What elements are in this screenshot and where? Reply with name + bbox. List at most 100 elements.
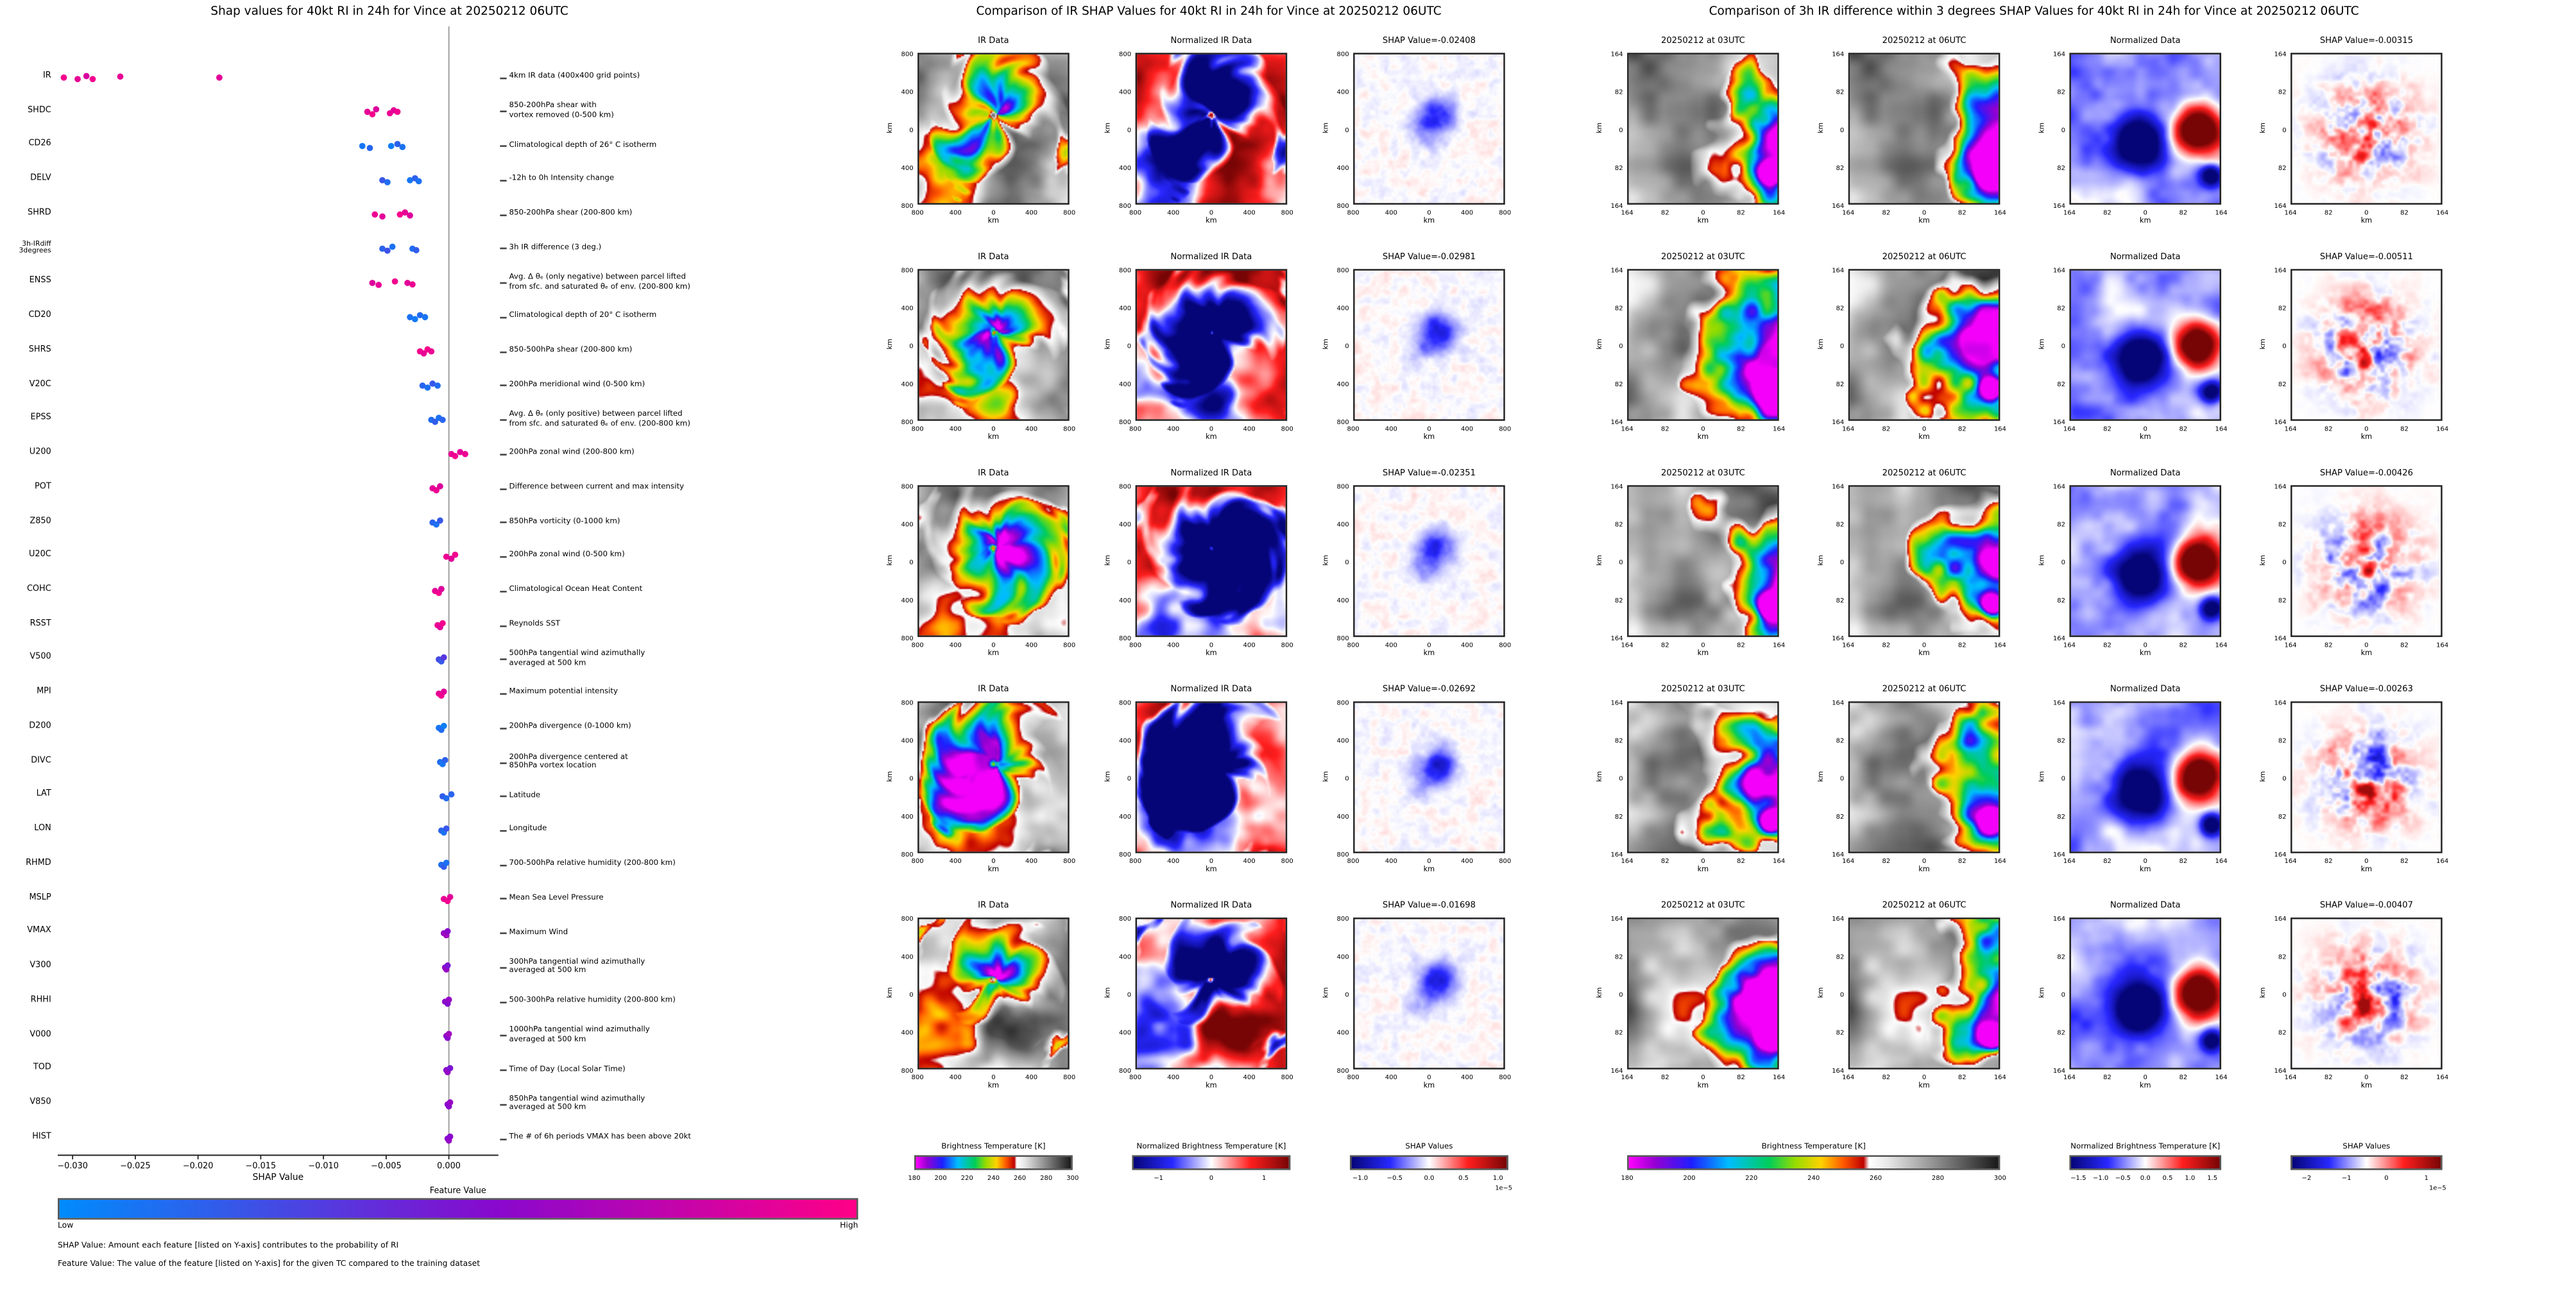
map-x-tick: 164 <box>1773 207 1786 216</box>
map-x-tick: 0 <box>2364 423 2369 432</box>
map-y-tick: 400 <box>901 952 914 960</box>
map-x-tick: 164 <box>1621 639 1633 648</box>
map-y-tick: 164 <box>2052 481 2065 490</box>
map-title: Normalized Data <box>2110 468 2181 479</box>
map-ir3b <box>1848 53 2000 205</box>
map-x-tick: 0 <box>1701 207 1705 216</box>
map-y-tick: 82 <box>2057 1027 2065 1036</box>
map-y-tick: 400 <box>1119 163 1132 171</box>
map-y-tick: 82 <box>1614 595 1623 604</box>
map-y-tick: 82 <box>2278 1027 2287 1036</box>
colorbar-brightness-temperature <box>914 1155 1073 1170</box>
map-x-tick: 164 <box>1842 207 1855 216</box>
map-ir3a <box>1627 701 1779 853</box>
map-y-tick: 400 <box>901 519 914 528</box>
shap-dot <box>402 209 409 216</box>
colorbar-tick-label: 180 <box>1621 1172 1633 1181</box>
feature-label: VMAX <box>27 926 51 937</box>
map-y-tick: 0 <box>909 989 914 998</box>
shap-dot <box>384 179 391 185</box>
map-irnorm <box>1135 485 1288 637</box>
map-x-tick: 82 <box>2103 639 2111 648</box>
map-y-tick: 82 <box>2278 379 2287 388</box>
map-y-tick: 82 <box>2278 303 2287 312</box>
colorbar-label: Brightness Temperature [K] <box>1761 1143 1866 1152</box>
map-x-tick: 0 <box>1209 423 1214 432</box>
map-y-tick: 164 <box>1832 849 1845 858</box>
map-x-tick: 800 <box>911 207 924 216</box>
feature-label: Z850 <box>30 515 51 526</box>
colorbar-label: Brightness Temperature [K] <box>941 1143 1046 1152</box>
map-ir3a <box>1627 269 1779 421</box>
map-x-tick: 400 <box>1243 855 1256 864</box>
map-title: IR Data <box>978 252 1009 262</box>
map-y-tick: 164 <box>1832 633 1845 642</box>
map-y-tick: 400 <box>901 595 914 604</box>
feature-annotation: Maximum potential intensity <box>509 688 618 697</box>
map-norm3 <box>2069 53 2222 205</box>
x-axis-label: km <box>987 866 1000 874</box>
map-x-tick: 164 <box>2215 1071 2228 1080</box>
map-y-tick: 800 <box>1336 417 1349 426</box>
feature-label: RSST <box>30 618 51 629</box>
x-axis-label: km <box>1697 1082 1709 1090</box>
annotation-leader <box>500 864 506 866</box>
map-x-tick: 164 <box>2436 1071 2449 1080</box>
map-y-tick: 82 <box>2057 811 2065 820</box>
map-y-tick: 400 <box>1119 952 1132 960</box>
annotation-leader <box>500 967 506 969</box>
map-y-tick: 82 <box>2278 163 2287 171</box>
map-x-tick: 0 <box>2364 855 2369 864</box>
map-x-tick: 800 <box>1129 1071 1142 1080</box>
map-title: IR Data <box>978 685 1009 695</box>
x-axis-label: km <box>2360 1082 2373 1090</box>
colorbar-tick-label: 300 <box>1066 1172 1079 1181</box>
map-y-tick: 0 <box>2282 557 2287 566</box>
shap-dot <box>399 144 406 151</box>
shap-dot <box>422 314 429 321</box>
shap-dot <box>444 928 451 935</box>
shap-dot <box>443 553 450 560</box>
shap-dot <box>428 348 435 355</box>
annotation-leader <box>500 111 506 114</box>
map-y-tick: 164 <box>1610 49 1623 58</box>
colorbar-tick-label: −2 <box>2301 1172 2312 1181</box>
map-y-tick: 400 <box>1336 303 1349 312</box>
map-y-tick: 0 <box>1839 773 1845 782</box>
map-x-tick: 82 <box>2179 423 2188 432</box>
map-norm3 <box>2069 485 2222 637</box>
map-y-tick: 400 <box>1119 595 1132 604</box>
feature-label: ENSS <box>29 276 51 286</box>
x-axis-label: km <box>2360 433 2373 442</box>
map-y-tick: 800 <box>1119 849 1132 858</box>
map-y-tick: 400 <box>1119 1027 1132 1036</box>
annotation-leader <box>500 1138 506 1140</box>
map-x-tick: 164 <box>1621 1071 1633 1080</box>
map-y-tick: 82 <box>2278 595 2287 604</box>
map-y-tick: 800 <box>1119 697 1132 706</box>
map-y-tick: 82 <box>1836 303 1845 312</box>
map-x-tick: 0 <box>1701 1071 1705 1080</box>
colorbar-seismic <box>1349 1155 1508 1170</box>
feature-annotation: 3h IR difference (3 deg.) <box>509 244 602 253</box>
shap-dot <box>438 586 445 592</box>
map-x-tick: 82 <box>1737 639 1745 648</box>
map-x-tick: 0 <box>1209 855 1214 864</box>
map-y-tick: 800 <box>1119 201 1132 210</box>
colorbar-tick-label: 280 <box>1931 1172 1945 1181</box>
footnote-shap-value: SHAP Value: Amount each feature [listed … <box>58 1242 399 1251</box>
map-title: SHAP Value=-0.02981 <box>1382 252 1476 262</box>
map-x-tick: 164 <box>1773 423 1786 432</box>
map-irnorm <box>1135 918 1288 1070</box>
y-axis-label: km <box>2037 987 2046 998</box>
map-y-tick: 164 <box>2052 49 2065 58</box>
map-y-tick: 164 <box>2052 1066 2065 1074</box>
map-title: Normalized IR Data <box>1170 901 1252 911</box>
map-x-tick: 800 <box>1129 639 1142 648</box>
feature-label: D200 <box>29 721 51 731</box>
shap-dot <box>433 487 439 494</box>
map-x-tick: 800 <box>1347 639 1360 648</box>
map-x-tick: 800 <box>1347 855 1360 864</box>
y-axis-label: km <box>2258 771 2267 782</box>
x-axis-label: km <box>1918 1082 1930 1090</box>
